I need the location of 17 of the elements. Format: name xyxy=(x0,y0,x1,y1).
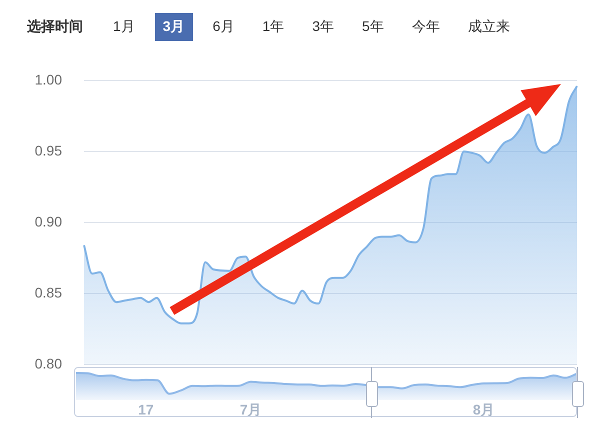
y-tick-label: 1.00 xyxy=(34,71,62,88)
text: 选择时间 xyxy=(27,18,83,36)
text: 3年 xyxy=(311,17,335,36)
text: 成立来 xyxy=(466,17,511,36)
y-tick-label: 0.90 xyxy=(34,213,62,230)
text: 1月 xyxy=(112,17,136,36)
y-tick-label: 0.95 xyxy=(34,142,62,158)
text: 3月 xyxy=(154,13,193,41)
x-tick-label: 7月 xyxy=(240,401,262,418)
text: 5年 xyxy=(360,17,385,36)
x-tick-label: 17 xyxy=(138,401,154,418)
y-tick-label: 0.80 xyxy=(34,355,62,372)
y-tick-label: 0.85 xyxy=(34,284,62,300)
text: 1年 xyxy=(261,17,286,36)
text: 今年 xyxy=(410,17,441,36)
text: 6月 xyxy=(212,17,236,36)
x-tick-label: 8月 xyxy=(472,401,495,418)
